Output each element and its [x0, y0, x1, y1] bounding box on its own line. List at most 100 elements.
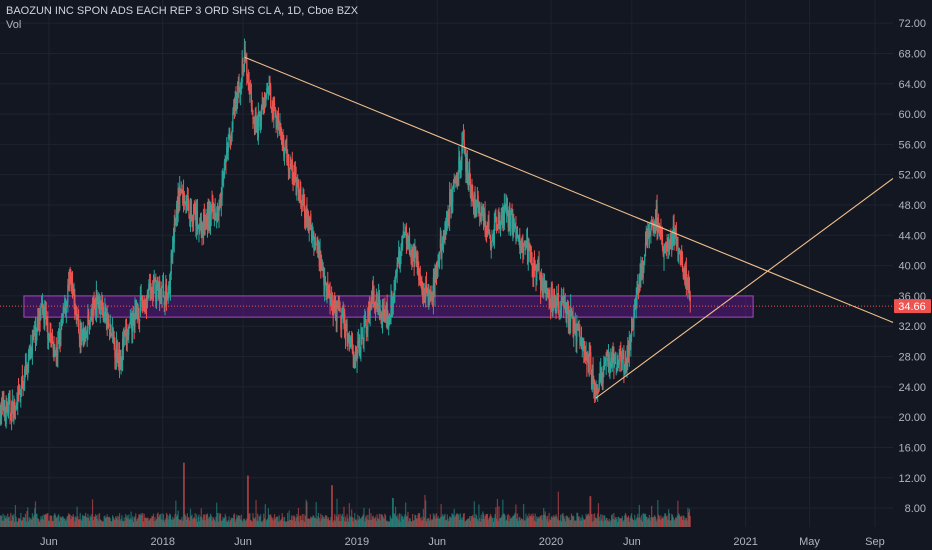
candle-body	[654, 220, 657, 225]
volume-bar	[246, 475, 249, 527]
volume-bar	[109, 518, 111, 527]
volume-bar	[519, 516, 521, 527]
candle-body	[127, 334, 129, 338]
candle-body	[530, 252, 532, 265]
candle-body	[503, 204, 505, 227]
candle-body	[442, 236, 444, 245]
candle-body	[82, 332, 84, 336]
volume-bar	[183, 462, 185, 527]
candle-body	[310, 224, 313, 240]
volume-bar	[566, 515, 568, 527]
volume-bar	[686, 520, 688, 527]
volume-bar	[114, 520, 116, 527]
candle-body	[49, 331, 51, 337]
volume-bar	[371, 516, 374, 527]
candle-body	[451, 198, 453, 206]
candle-body	[374, 303, 376, 310]
trendline	[244, 56, 894, 323]
candle-body	[647, 231, 649, 246]
volume-bar	[210, 515, 212, 527]
candle-body	[602, 373, 604, 384]
price-tick-label: 68.00	[898, 48, 926, 60]
candle-body	[179, 185, 181, 209]
volume-bar	[543, 514, 546, 527]
candle-body	[486, 230, 489, 234]
candle-body	[663, 253, 665, 259]
volume-bar	[688, 508, 691, 527]
candle-body	[679, 251, 681, 256]
volume-bar	[632, 519, 634, 527]
volume-bar	[599, 520, 601, 527]
candle-body	[268, 81, 270, 84]
candle-body	[596, 390, 598, 395]
candle-body	[266, 88, 268, 92]
candle-body	[108, 329, 111, 331]
candle-body	[44, 311, 47, 314]
volume-bar	[373, 518, 375, 527]
volume-bar	[416, 518, 418, 527]
candle-body	[47, 322, 49, 339]
candle-body	[296, 185, 298, 193]
candle-body	[617, 362, 620, 364]
volume-bar	[58, 514, 60, 527]
candle-body	[59, 336, 61, 343]
candle-body	[118, 349, 120, 368]
candle-body	[311, 234, 313, 241]
volume-bar	[364, 521, 366, 527]
candle-body	[360, 334, 362, 353]
candle-body	[7, 408, 9, 414]
candle-body	[496, 223, 498, 231]
candle-body	[173, 223, 175, 243]
volume-bar	[468, 518, 470, 527]
candle-body	[220, 197, 222, 206]
volume-bar	[577, 516, 580, 527]
volume-bar	[455, 513, 458, 527]
volume-bar	[32, 517, 34, 527]
volume-bar	[409, 518, 411, 527]
candle-body	[389, 315, 391, 320]
volume-bar	[249, 512, 251, 527]
volume-bar	[267, 518, 269, 527]
trendlines[interactable]	[244, 56, 894, 399]
volume-bar	[133, 517, 135, 527]
candle-body	[403, 234, 405, 236]
volume-bar	[86, 517, 88, 527]
volume-bar	[36, 514, 38, 527]
candle-body	[153, 279, 155, 285]
volume-bar	[229, 521, 231, 527]
symbol-title[interactable]: BAOZUN INC SPON ADS EACH REP 3 ORD SHS C…	[6, 5, 359, 17]
candle-body	[689, 295, 691, 302]
candle-body	[522, 241, 524, 253]
candle-body	[431, 290, 433, 297]
candle-body	[664, 250, 666, 252]
volume-bar	[240, 519, 242, 527]
volume-bar	[661, 518, 663, 527]
candle-body	[0, 401, 3, 417]
volume-bar	[593, 513, 596, 527]
volume-bar	[542, 515, 544, 527]
volume-bar	[37, 518, 40, 527]
volume-bar	[24, 517, 26, 527]
candle-body	[499, 222, 502, 225]
volume-bar	[83, 515, 85, 527]
volume-bar	[548, 512, 550, 527]
volume-bar	[70, 519, 72, 527]
volume-bar	[476, 515, 478, 527]
candle-body	[482, 209, 484, 214]
candle-body	[270, 85, 272, 108]
candle-body	[309, 217, 311, 224]
candle-body	[283, 149, 286, 158]
volume-bar	[480, 514, 482, 527]
candle-body	[639, 275, 641, 282]
volume-bar	[353, 517, 355, 527]
candle-body	[93, 300, 95, 308]
candle-body	[455, 175, 458, 183]
candle-body	[422, 292, 424, 297]
candle-body	[550, 301, 552, 308]
candle-body	[273, 103, 276, 106]
time-axis[interactable]: Jun 2018 Jun 2019 Jun 2020 Jun 2021 May Sep	[40, 536, 885, 548]
volume-bar	[273, 520, 275, 527]
volume-bar	[196, 521, 199, 527]
volume-bar	[622, 521, 624, 527]
